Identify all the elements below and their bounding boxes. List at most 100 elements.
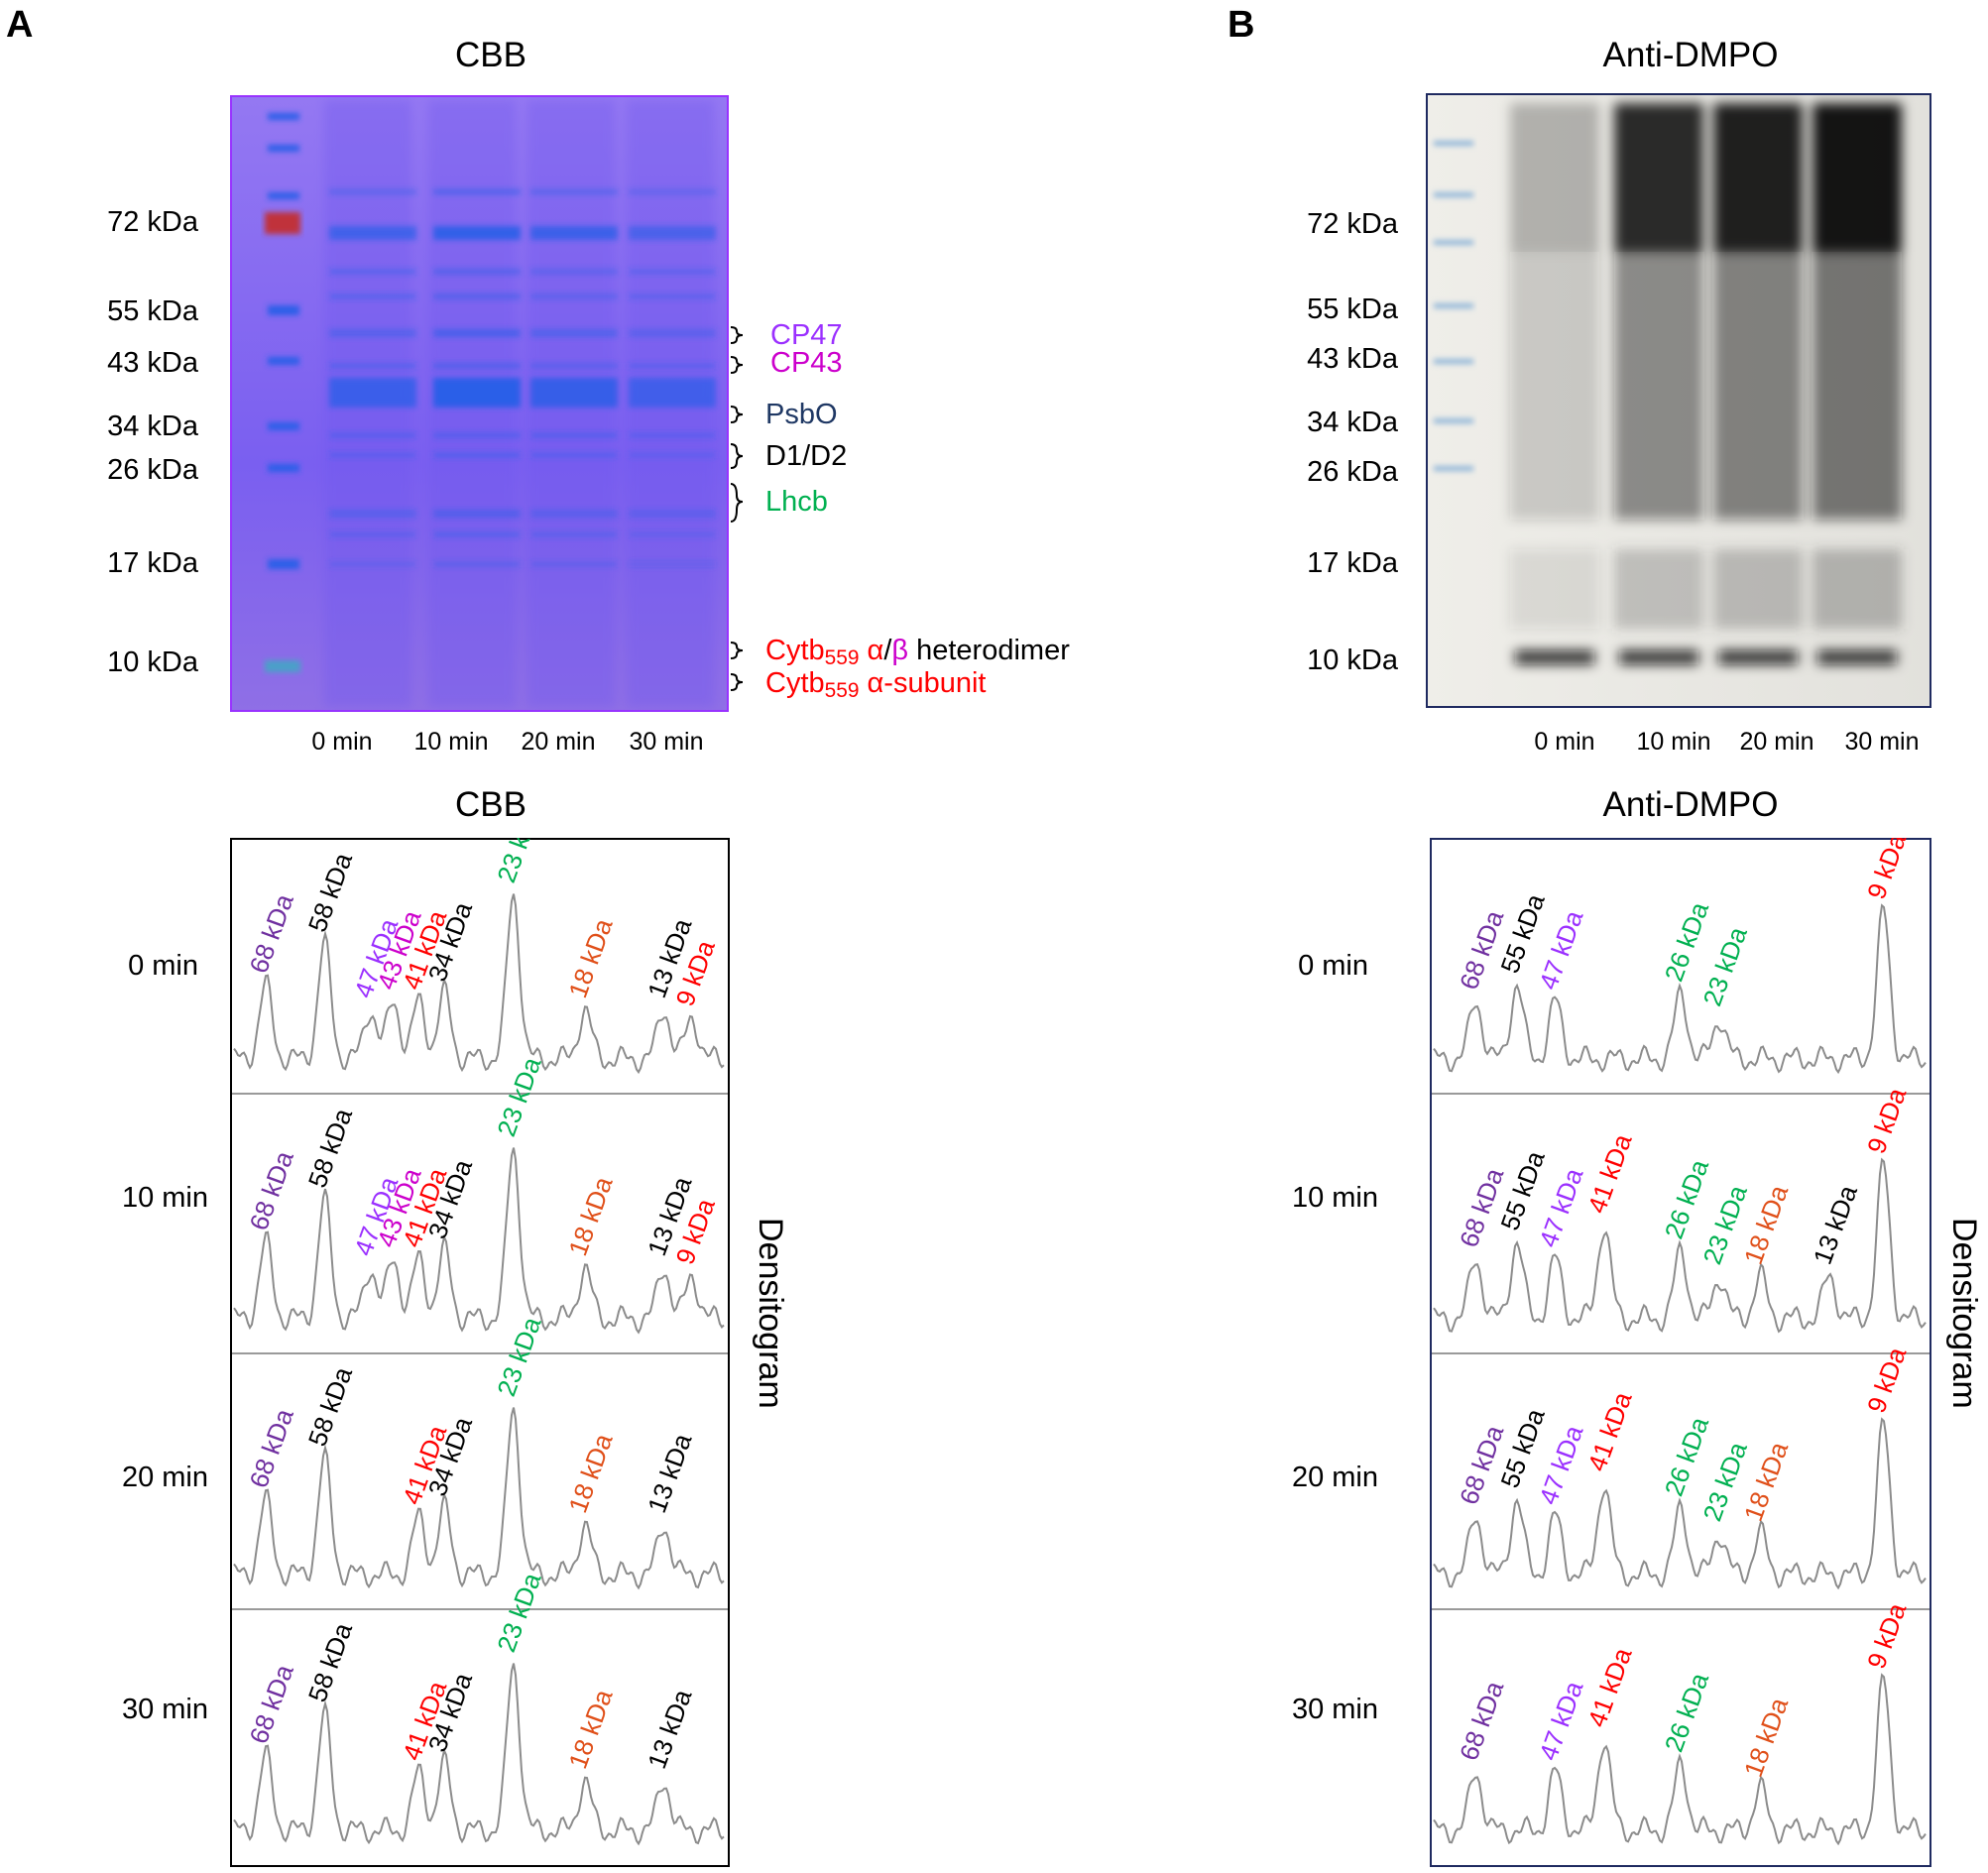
blot-lane-top: [1510, 103, 1599, 252]
cbb-densitogram-title: CBB: [455, 785, 526, 824]
densitogram-dividers: [1432, 1093, 1930, 1610]
gel-band: [629, 452, 716, 458]
mw-marker-34: 34 kDa: [1307, 407, 1398, 438]
gel-band: [433, 293, 521, 299]
blot-lane-top: [1813, 103, 1902, 252]
gel-band: [329, 329, 416, 337]
cbb-densitogram-ylabel: Densitogram: [752, 1218, 789, 1409]
gel-band: [329, 510, 416, 518]
lane-label: 10 min: [1636, 728, 1711, 756]
protein-label-psbo: PsbO: [765, 399, 838, 430]
blot-ladder-lane: [1434, 141, 1473, 471]
gel-band: [329, 189, 416, 194]
gel-band: [530, 363, 618, 369]
dmpo-row-label-30min: 30 min: [1291, 1694, 1378, 1725]
cytb-prefix: Cytb: [765, 667, 825, 699]
protein-label-cytb-heterodimer: Cytb559 α/β heterodimer: [765, 635, 1070, 670]
cytb-subscript: 559: [824, 646, 860, 670]
mw-marker-34: 34 kDa: [107, 410, 198, 442]
gel-band: [629, 293, 716, 299]
gel-band: [629, 269, 716, 275]
gel-band: [329, 363, 416, 369]
blot-lane-top: [1713, 103, 1803, 252]
gel-band: [629, 363, 716, 369]
gel-band: [629, 561, 716, 567]
densitogram-dividers: [232, 1093, 728, 1610]
protein-label-cytb-alpha: Cytb559 α-subunit: [765, 667, 986, 703]
gel-band: [433, 329, 521, 337]
protein-label-lhcb: Lhcb: [765, 486, 828, 518]
gel-band: [530, 378, 618, 408]
gel-band: [433, 378, 521, 408]
gel-band: [329, 531, 416, 537]
blot-band-10kda: [1619, 650, 1698, 664]
gel-band: [329, 561, 416, 567]
blot-lane-lower-smear: [1813, 549, 1902, 629]
anti-dmpo-blot-image: [1426, 93, 1931, 708]
mw-marker-10: 10 kDa: [107, 646, 198, 678]
mw-marker-55: 55 kDa: [107, 295, 198, 327]
alpha-subunit-text: α-subunit: [859, 667, 987, 699]
gel-band: [433, 510, 521, 518]
gel-band: [629, 189, 716, 194]
mw-marker-43: 43 kDa: [107, 347, 198, 379]
densitogram-trace: [233, 1407, 725, 1590]
cbb-row-label-30min: 30 min: [121, 1694, 208, 1725]
gel-band: [530, 561, 618, 567]
mw-marker-17: 17 kDa: [107, 547, 198, 579]
cbb-row-label-10min: 10 min: [121, 1182, 208, 1214]
gel-band: [530, 226, 618, 240]
gel-band: [329, 452, 416, 458]
cbb-row-label-20min: 20 min: [121, 1462, 208, 1493]
gel-band: [433, 432, 521, 438]
densitogram-trace: [1433, 903, 1927, 1075]
anti-dmpo-blot-title: Anti-DMPO: [1602, 36, 1779, 74]
gel-band: [433, 531, 521, 537]
protein-label-d1d2: D1/D2: [765, 440, 848, 472]
blot-lane-lower-smear: [1510, 549, 1599, 629]
lane-label: 10 min: [413, 728, 489, 756]
gel-band: [530, 510, 618, 518]
cbb-gel-image: [230, 95, 729, 712]
densitogram-trace: [1433, 1157, 1927, 1334]
gel-band: [329, 293, 416, 299]
gel-band: [629, 378, 716, 408]
panel-letter-b: B: [1228, 4, 1255, 46]
densitogram-trace: [1433, 1417, 1927, 1590]
gel-band: [530, 329, 618, 337]
cbb-row-label-0min: 0 min: [128, 950, 198, 982]
panel-letter-a: A: [6, 4, 34, 46]
gel-band: [530, 432, 618, 438]
gel-ladder-lane: [265, 113, 300, 672]
blot-lane-lower-smear: [1614, 549, 1703, 629]
lane-label: 20 min: [1739, 728, 1814, 756]
dmpo-row-label-10min: 10 min: [1291, 1182, 1378, 1214]
lane-label: 20 min: [521, 728, 596, 756]
lane-label: 30 min: [629, 728, 704, 756]
densitogram-trace: [233, 893, 725, 1075]
gel-band: [530, 189, 618, 194]
protein-label-cp47: CP47: [770, 319, 843, 351]
blot-band-10kda: [1817, 650, 1897, 664]
slash: /: [883, 635, 892, 666]
gel-band: [433, 561, 521, 567]
blot-band-10kda: [1718, 650, 1798, 664]
densitogram-trace: [233, 1147, 725, 1335]
gel-band: [433, 269, 521, 275]
gel-band: [530, 269, 618, 275]
gel-band: [530, 452, 618, 458]
gel-band: [629, 510, 716, 518]
heterodimer-text: heterodimer: [908, 635, 1070, 666]
mw-marker-43: 43 kDa: [1307, 343, 1398, 375]
lane-label: 0 min: [311, 728, 373, 756]
gel-band: [329, 226, 416, 240]
densitogram-trace: [1433, 1673, 1927, 1846]
gel-band: [433, 226, 521, 240]
gel-band: [433, 189, 521, 194]
protein-label-cp43: CP43: [770, 347, 843, 379]
protein-brackets: [730, 326, 744, 691]
gel-band: [329, 269, 416, 275]
dmpo-row-label-20min: 20 min: [1291, 1462, 1378, 1493]
